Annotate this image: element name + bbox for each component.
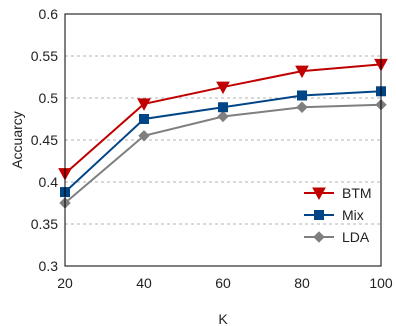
legend-item-btm: BTM (304, 185, 372, 201)
square-marker (218, 102, 228, 113)
series-mix (60, 86, 386, 198)
y-tick-label: 0.4 (39, 174, 59, 190)
y-tick-label: 0.6 (39, 6, 59, 22)
y-tick-labels: 0.3 0.35 0.4 0.45 0.5 0.55 0.6 (31, 6, 58, 274)
triangle-marker (295, 65, 309, 79)
y-axis-title: Accuarcy (9, 111, 25, 169)
square-marker (297, 90, 307, 101)
x-tick-label: 60 (215, 275, 231, 291)
square-marker (139, 114, 149, 124)
x-tick-labels: 20 40 60 80 100 (57, 275, 393, 291)
plot-frame (64, 13, 382, 267)
y-tick-label: 0.3 (39, 258, 59, 274)
grid-lines (65, 55, 381, 225)
square-marker (314, 210, 324, 220)
legend-item-mix: Mix (304, 207, 364, 223)
y-tick-label: 0.45 (31, 132, 58, 148)
diamond-marker (217, 110, 229, 123)
series-lda (59, 99, 387, 209)
x-tick-label: 40 (136, 275, 152, 291)
series-layer (58, 58, 388, 209)
triangle-marker (312, 187, 326, 201)
series-btm (58, 58, 388, 181)
legend: BTM Mix LDA (304, 185, 372, 245)
y-tick-label: 0.5 (39, 90, 59, 106)
x-tick-label: 20 (57, 275, 73, 291)
legend-item-lda: LDA (304, 229, 370, 245)
x-tick-label: 100 (369, 275, 393, 291)
triangle-marker (137, 98, 151, 111)
diamond-marker (296, 101, 308, 113)
legend-label: Mix (342, 207, 364, 223)
legend-label: BTM (342, 185, 372, 201)
y-tick-label: 0.55 (31, 48, 58, 64)
x-axis-title: K (218, 311, 228, 326)
triangle-marker (216, 81, 230, 95)
diamond-marker (138, 130, 150, 142)
x-tick-label: 80 (294, 275, 310, 291)
y-tick-label: 0.35 (31, 216, 58, 232)
diamond-marker (313, 231, 325, 243)
legend-label: LDA (342, 229, 370, 245)
